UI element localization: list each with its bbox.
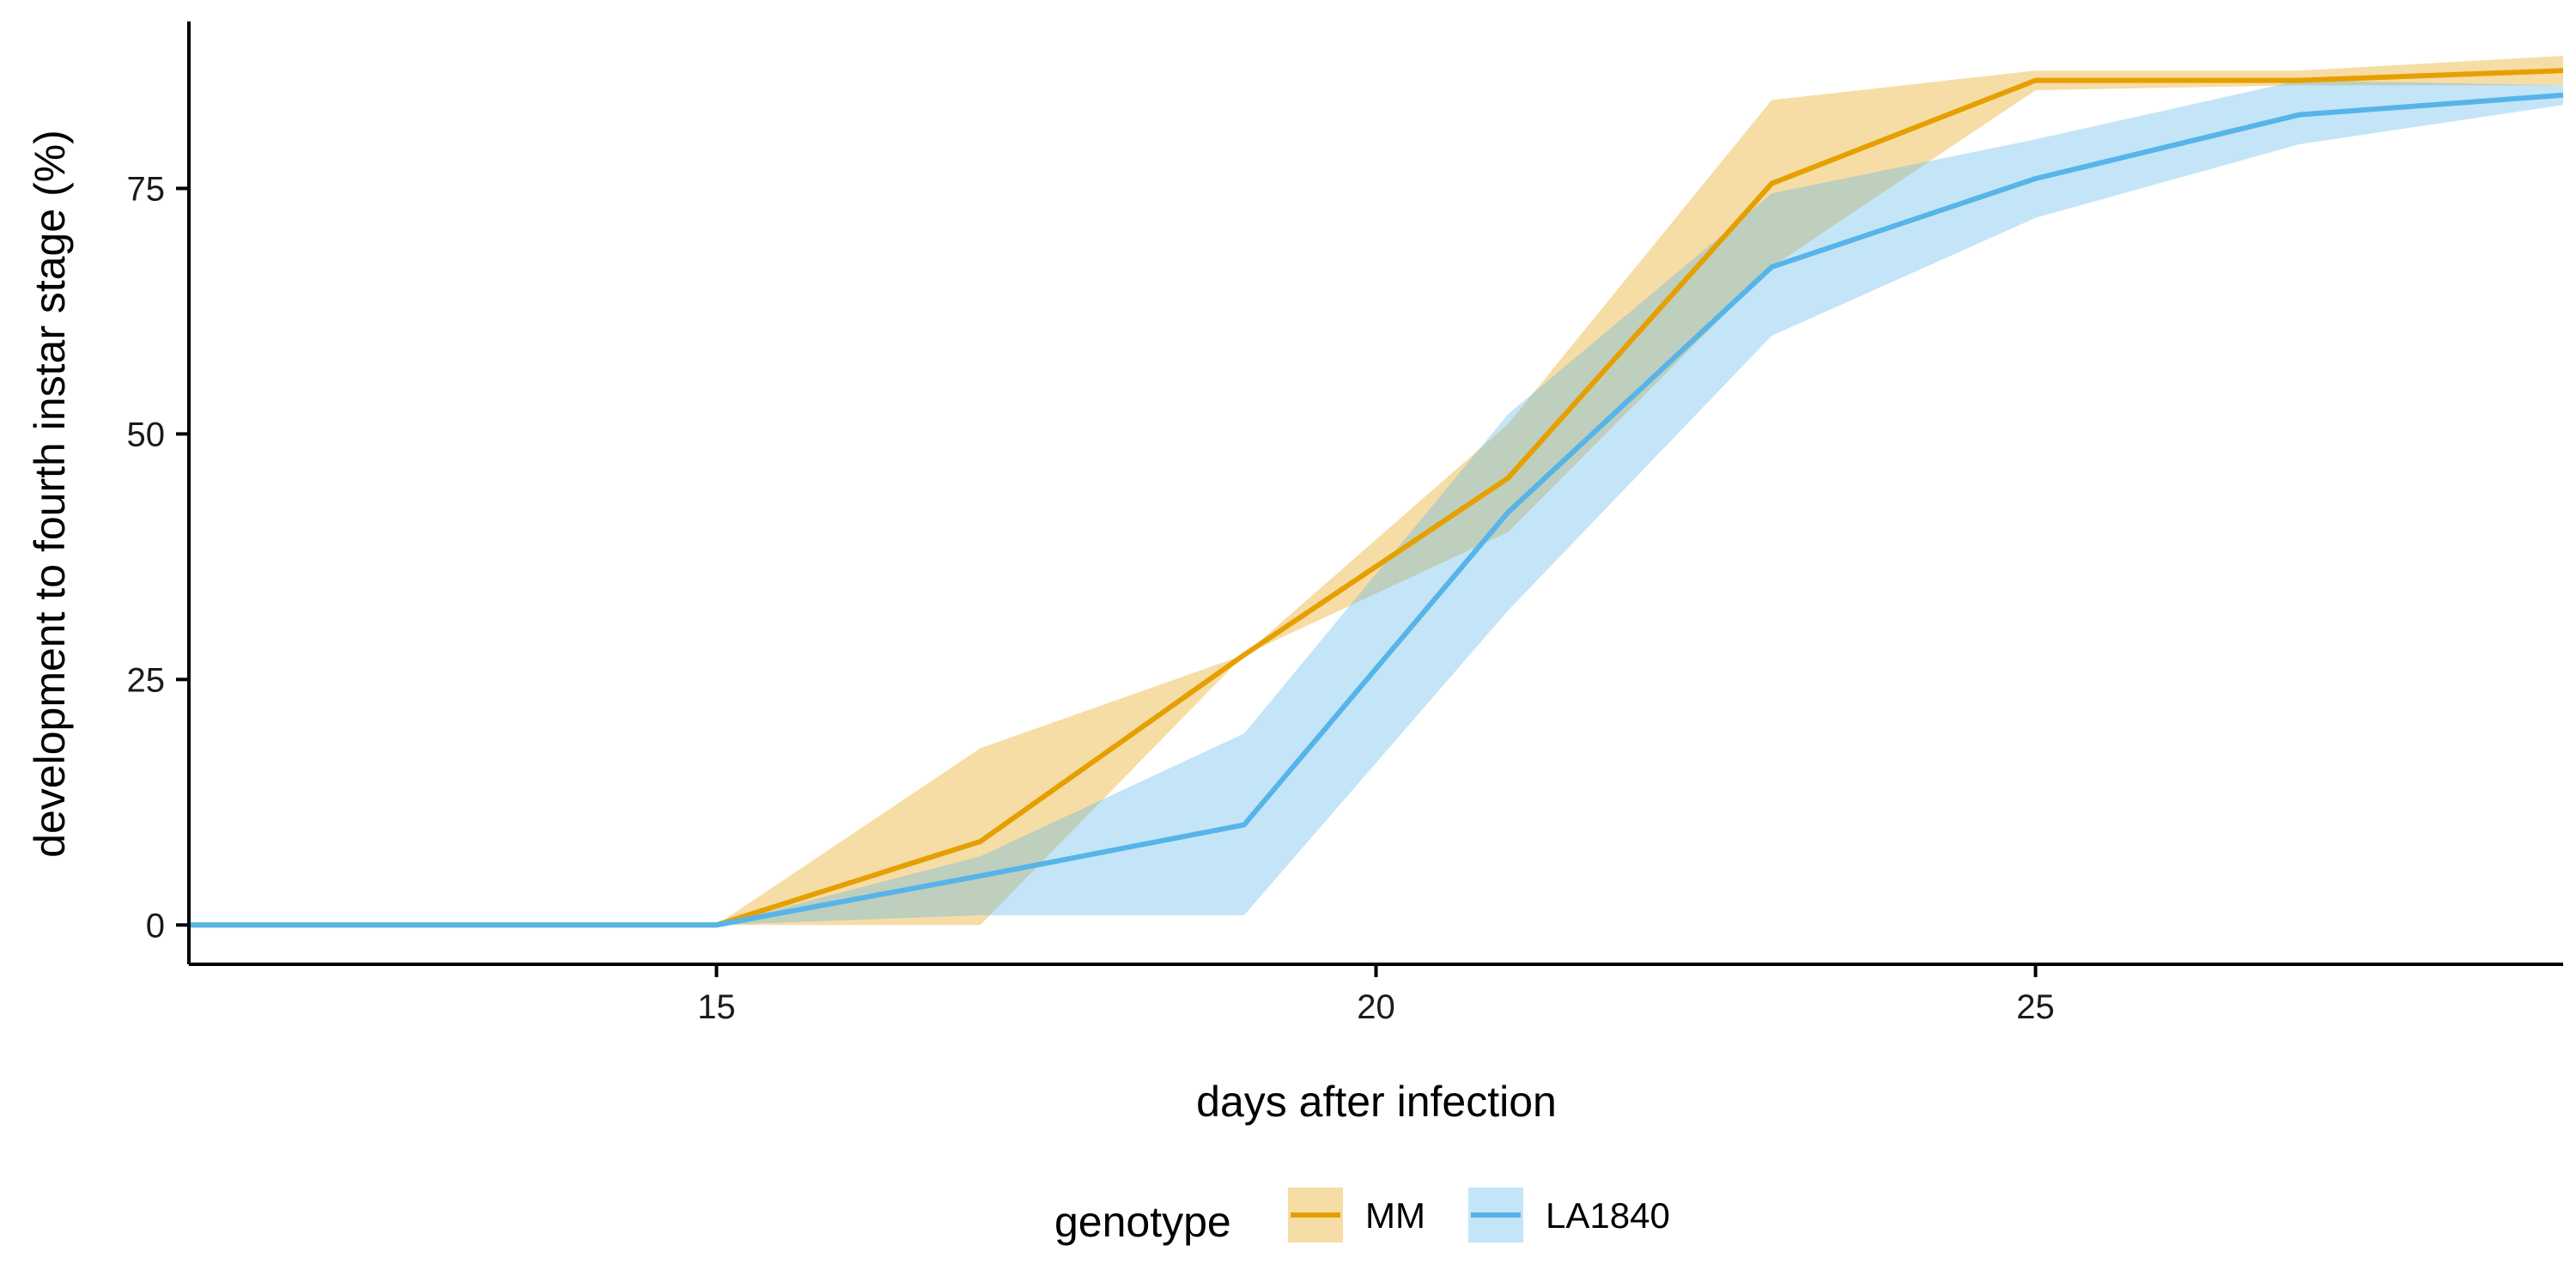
data-point-mm bbox=[978, 839, 983, 844]
y-tick-label: 0 bbox=[146, 907, 165, 945]
y-tick-label: 25 bbox=[127, 661, 166, 699]
series-line-la1840 bbox=[189, 92, 2564, 928]
data-point-la1840 bbox=[1505, 510, 1510, 515]
legend-label: LA1840 bbox=[1546, 1195, 1670, 1236]
data-point-mm bbox=[2297, 78, 2302, 83]
legend: genotype MM LA1840 bbox=[1054, 1188, 1670, 1246]
series-lines bbox=[189, 68, 2566, 928]
series-line-mm bbox=[189, 68, 2564, 928]
data-point-mm bbox=[1769, 181, 1774, 186]
data-point-la1840 bbox=[2561, 93, 2566, 98]
axes: 0 25 50 75 15 20 25 bbox=[127, 21, 2563, 1026]
legend-label: MM bbox=[1365, 1195, 1425, 1236]
data-point-mm bbox=[1505, 476, 1510, 481]
x-tick-label: 15 bbox=[697, 988, 736, 1026]
data-point-la1840 bbox=[978, 873, 983, 878]
x-tick-label: 25 bbox=[2016, 988, 2055, 1026]
y-axis-title: development to fourth instar stage (%) bbox=[26, 130, 74, 858]
confidence-band-la1840 bbox=[189, 80, 2563, 926]
legend-item-la1840: LA1840 bbox=[1468, 1188, 1670, 1242]
y-tick-label: 50 bbox=[127, 416, 166, 453]
confidence-band-mm bbox=[189, 56, 2563, 926]
data-point-la1840 bbox=[714, 922, 719, 927]
data-point-la1840 bbox=[1242, 823, 1247, 828]
data-point-mm bbox=[2033, 78, 2038, 83]
data-point-mm bbox=[1242, 653, 1247, 658]
data-point-la1840 bbox=[2033, 176, 2038, 181]
x-tick-label: 20 bbox=[1357, 988, 1395, 1026]
data-point-mm bbox=[2561, 68, 2566, 73]
x-axis-title: days after infection bbox=[1196, 1078, 1557, 1126]
confidence-bands bbox=[189, 56, 2563, 926]
y-tick-label: 75 bbox=[127, 170, 166, 208]
data-point-la1840 bbox=[2297, 112, 2302, 118]
legend-item-mm: MM bbox=[1288, 1188, 1425, 1242]
data-point-la1840 bbox=[1769, 264, 1774, 270]
legend-title: genotype bbox=[1054, 1198, 1231, 1246]
